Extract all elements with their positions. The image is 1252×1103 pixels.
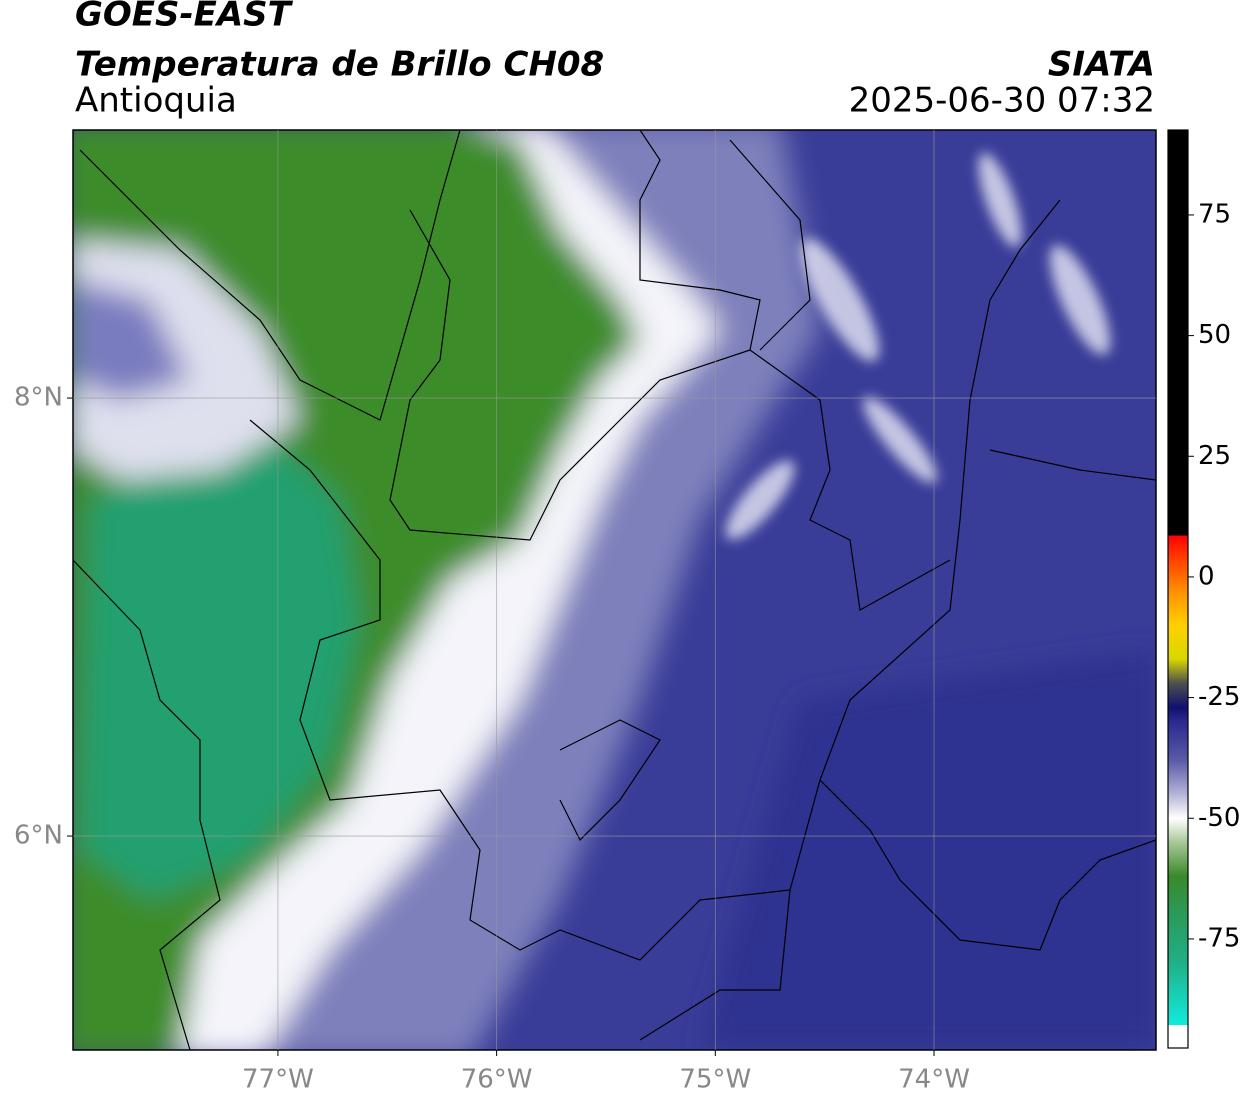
- borders: [73, 130, 1156, 1050]
- satellite-image: [73, 130, 1156, 1050]
- colorbar-tick-label: 75: [1198, 199, 1231, 229]
- y-tick-label: 8°N: [14, 383, 63, 413]
- colorbar-tick-label: 25: [1198, 441, 1231, 471]
- subtitle: Temperatura de Brillo CH08: [75, 45, 604, 85]
- x-tick-label: 77°W: [242, 1065, 314, 1095]
- region: Antioquia: [75, 81, 237, 121]
- colorbar-tick-label: 50: [1198, 320, 1231, 350]
- title: GOES-EAST: [75, 0, 294, 35]
- y-tick-label: 6°N: [14, 821, 63, 851]
- x-tick-label: 74°W: [898, 1065, 970, 1095]
- timestamp: 2025-06-30 07:32: [849, 81, 1155, 121]
- x-tick-label: 76°W: [461, 1065, 533, 1095]
- x-tick-label: 75°W: [679, 1065, 751, 1095]
- source: SIATA: [1048, 45, 1155, 85]
- map-frame: [72, 129, 1157, 1051]
- colorbar-tick-label: 0: [1198, 561, 1215, 591]
- colorbar-tick-label: -50: [1198, 803, 1240, 833]
- colorbar-tick-label: -25: [1198, 682, 1240, 712]
- colorbar: [1167, 129, 1189, 1049]
- colorbar-tick-label: -75: [1198, 923, 1240, 953]
